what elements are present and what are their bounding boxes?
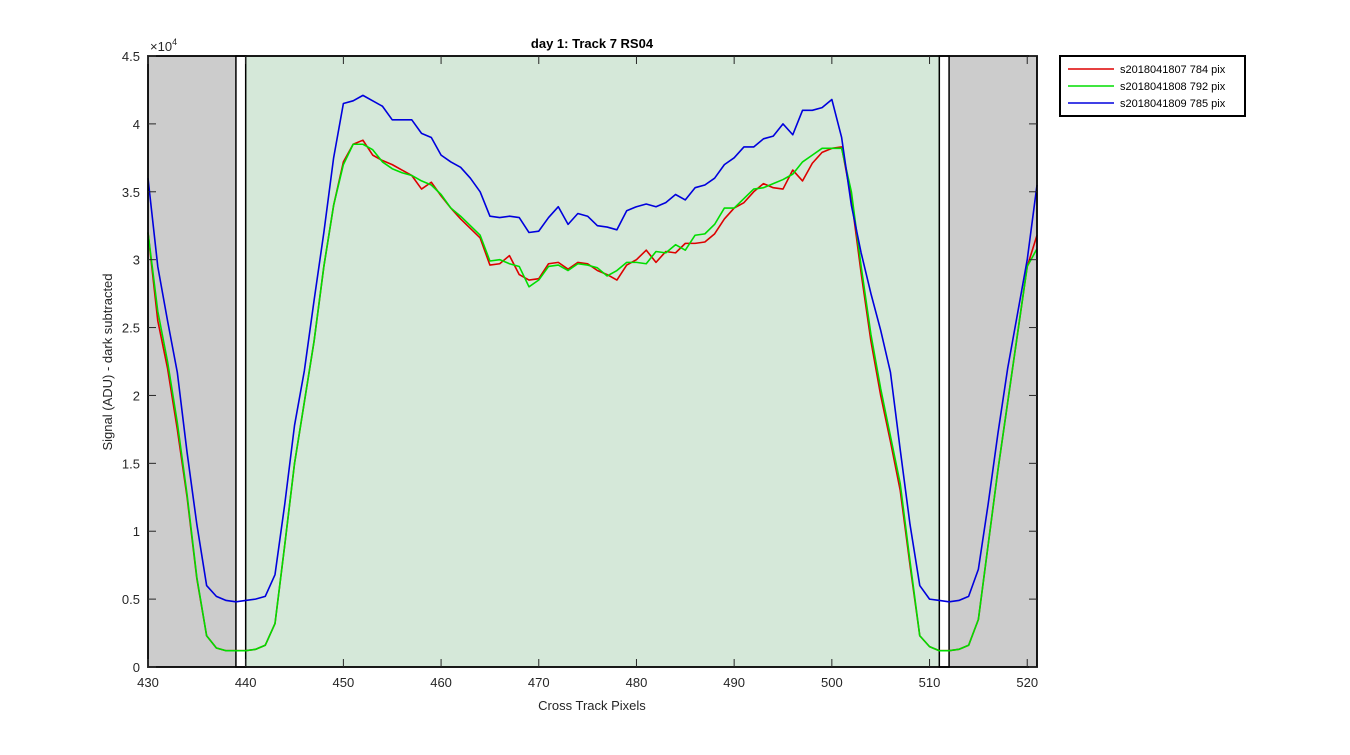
y-tick-label: 3 bbox=[133, 253, 140, 268]
y-exponent-base: ×10 bbox=[150, 39, 172, 54]
legend-entry-3: s2018041809 785 pix bbox=[1120, 98, 1226, 110]
x-tick-label: 440 bbox=[235, 675, 257, 690]
y-exponent-label: ×104 bbox=[150, 37, 177, 54]
y-tick-label: 0.5 bbox=[122, 592, 140, 607]
x-tick-label: 470 bbox=[528, 675, 550, 690]
x-tick-label: 430 bbox=[137, 675, 159, 690]
series-line-3 bbox=[147, 94, 1038, 603]
y-tick-label: 0 bbox=[133, 660, 140, 675]
y-tick-label: 4 bbox=[133, 117, 140, 132]
y-tick-label: 4.5 bbox=[122, 49, 140, 64]
legend: s2018041807 784 pix s2018041808 792 pix s2… bbox=[1059, 55, 1246, 117]
legend-entry-2: s2018041808 792 pix bbox=[1120, 81, 1226, 93]
y-exponent-power: 4 bbox=[172, 37, 177, 47]
axes-box bbox=[147, 55, 1038, 668]
legend-entry-1: s2018041807 784 pix bbox=[1120, 64, 1226, 76]
x-tick-label: 480 bbox=[626, 675, 648, 690]
axes: 430 440 450 460 470 480 490 500 510 520 0 0.5 1 1.5 2 2… bbox=[122, 49, 1038, 690]
y-tick-label: 1 bbox=[133, 524, 140, 539]
region-shading bbox=[148, 56, 1037, 667]
x-tick-label: 460 bbox=[430, 675, 452, 690]
region-marker-2 bbox=[938, 55, 950, 668]
x-axis-title: Cross Track Pixels bbox=[538, 698, 646, 713]
y-axis-title: Signal (ADU) - dark subtracted bbox=[100, 273, 115, 450]
x-tick-label: 500 bbox=[821, 675, 843, 690]
chart-title: day 1: Track 7 RS04 bbox=[531, 36, 654, 51]
y-tick-label: 2.5 bbox=[122, 321, 140, 336]
x-tick-label: 510 bbox=[919, 675, 941, 690]
x-tick-label: 450 bbox=[333, 675, 355, 690]
y-tick-label: 2 bbox=[133, 388, 140, 403]
series-line-2 bbox=[147, 143, 1038, 652]
series-lines bbox=[147, 94, 1038, 652]
region-marker-1 bbox=[235, 55, 247, 668]
x-tick-label: 520 bbox=[1016, 675, 1038, 690]
region-valid-2 bbox=[245, 56, 940, 667]
x-tick-label: 490 bbox=[723, 675, 745, 690]
region-excluded-1 bbox=[148, 56, 236, 667]
region-excluded-3 bbox=[949, 56, 1037, 667]
y-tick-label: 1.5 bbox=[122, 456, 140, 471]
y-tick-label: 3.5 bbox=[122, 185, 140, 200]
